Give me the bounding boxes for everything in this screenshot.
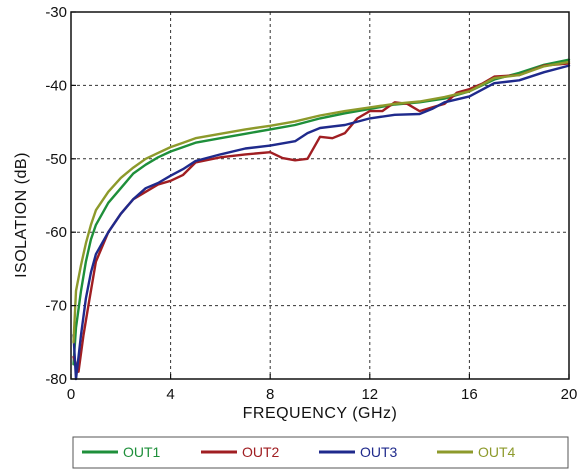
series-line-out3 [72, 64, 571, 381]
series-line-out4 [72, 60, 571, 344]
legend-label-out1: OUT1 [123, 444, 161, 460]
x-tick-labels: 0 4 8 12 16 20 [67, 386, 578, 403]
y-tick-label: -40 [45, 77, 67, 94]
x-tick-label: 16 [461, 386, 478, 403]
y-tick-labels: -30 -40 -50 -60 -70 -80 [45, 4, 67, 388]
axes-border [70, 11, 570, 380]
y-tick-label: -30 [45, 4, 67, 21]
x-tick-label: 12 [361, 386, 378, 403]
plot-frame [70, 11, 570, 380]
y-tick-label: -70 [45, 298, 67, 315]
y-tick-label: -60 [45, 224, 67, 241]
x-tick-label: 20 [561, 386, 578, 403]
plot-area [71, 12, 569, 379]
legend: OUT1 OUT2 OUT3 OUT4 [72, 436, 569, 469]
x-tick-label: 0 [67, 386, 75, 403]
x-tick-label: 8 [266, 386, 274, 403]
legend-label-out3: OUT3 [360, 444, 398, 460]
grid [71, 12, 569, 379]
y-tick-label: -50 [45, 151, 67, 168]
legend-label-out4: OUT4 [478, 444, 516, 460]
x-axis-label: FREQUENCY (GHz) [243, 405, 398, 422]
y-tick-label: -80 [45, 371, 67, 388]
legend-label-out2: OUT2 [242, 444, 280, 460]
plot-background [71, 12, 569, 379]
x-tick-label: 4 [166, 386, 174, 403]
y-axis-label: ISOLATION (dB) [13, 152, 30, 278]
series-lines [72, 58, 571, 381]
